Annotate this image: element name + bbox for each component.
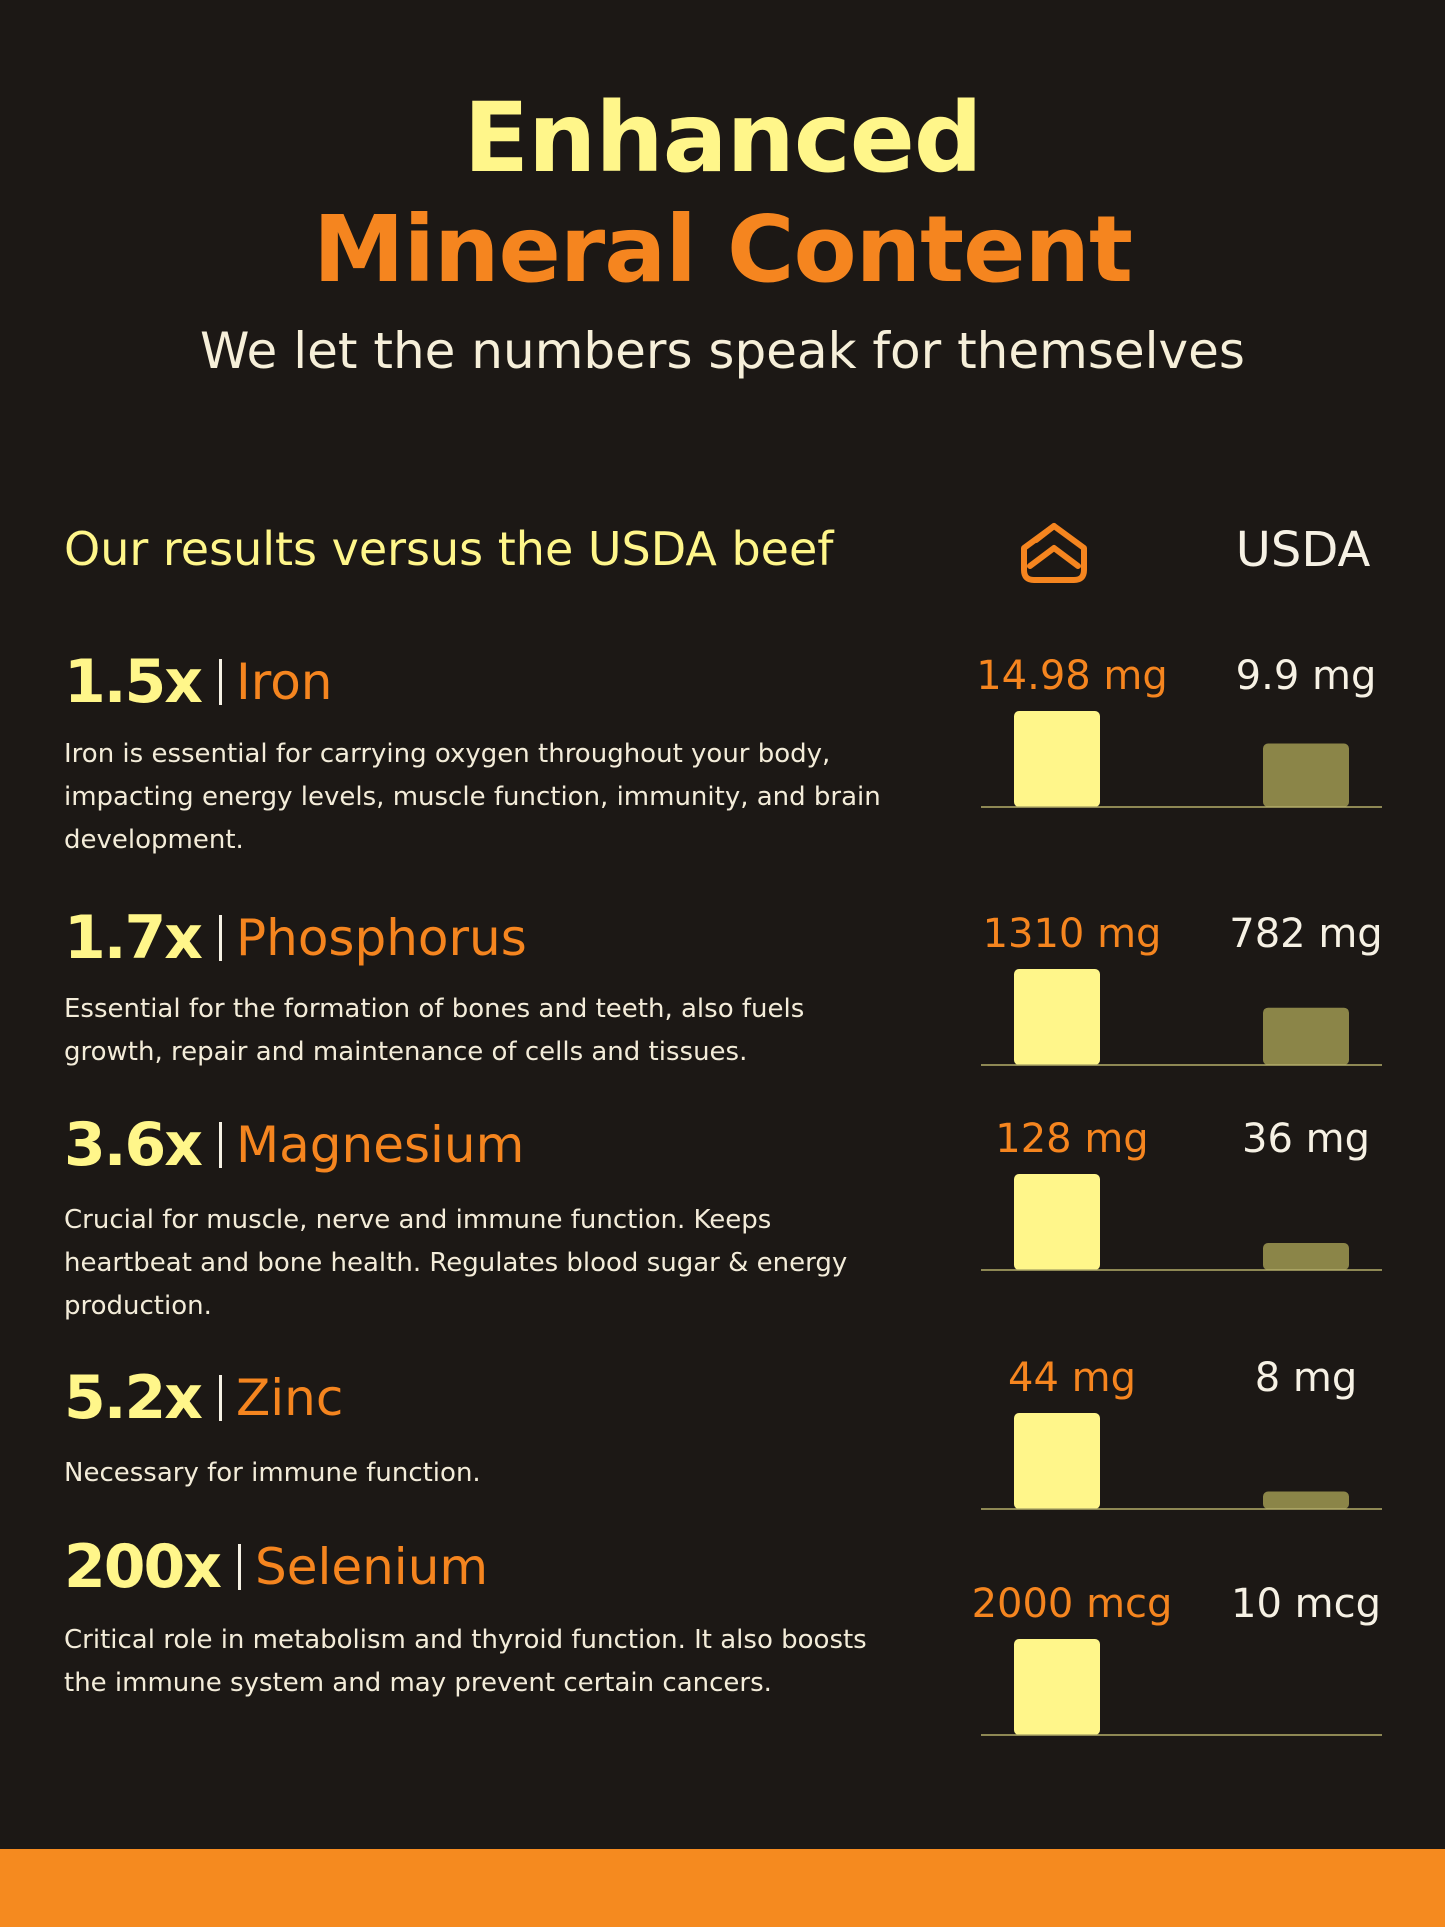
- mineral-header: 3.6x Magnesium: [64, 1110, 524, 1180]
- mineral-description: Iron is essential for carrying oxygen th…: [64, 739, 881, 855]
- value-label-usda: 782 mg: [1229, 911, 1382, 957]
- separator: [219, 1122, 222, 1168]
- mineral-name: Magnesium: [236, 1116, 525, 1174]
- separator: [219, 659, 222, 705]
- mineral-name: Zinc: [236, 1369, 344, 1427]
- value-label-usda: 8 mg: [1255, 1355, 1358, 1401]
- brand-logo: [1021, 523, 1087, 583]
- bar-usda: [1263, 1491, 1349, 1509]
- bar-ours: [1014, 969, 1100, 1065]
- value-label-ours: 128 mg: [995, 1116, 1148, 1162]
- bar-ours: [1014, 1174, 1100, 1270]
- bar-usda: [1263, 743, 1349, 807]
- mineral-header: 1.7x Phosphorus: [64, 903, 527, 973]
- mineral-header: 1.5x Iron: [64, 647, 332, 717]
- mineral-description: Necessary for immune function.: [64, 1458, 481, 1488]
- mineral-name: Iron: [236, 653, 333, 711]
- multiplier: 1.7x: [64, 903, 203, 973]
- bar-ours: [1014, 1413, 1100, 1509]
- mineral-description: Essential for the formation of bones and…: [64, 994, 805, 1067]
- mineral-header: 200x Selenium: [64, 1532, 488, 1602]
- value-label-ours: 44 mg: [1008, 1355, 1136, 1401]
- value-label-ours: 1310 mg: [983, 911, 1162, 957]
- multiplier: 5.2x: [64, 1363, 203, 1433]
- mineral-description: Critical role in metabolism and thyroid …: [64, 1625, 867, 1698]
- bar-usda: [1263, 1243, 1349, 1270]
- title: Enhanced: [463, 82, 982, 194]
- bar-ours: [1014, 711, 1100, 807]
- multiplier: 1.5x: [64, 647, 203, 717]
- mineral-header: 5.2x Zinc: [64, 1363, 343, 1433]
- column-label: USDA: [1235, 522, 1371, 578]
- title: Mineral Content: [312, 196, 1133, 303]
- value-label-ours: 14.98 mg: [976, 653, 1168, 699]
- separator: [219, 915, 222, 961]
- multiplier: 200x: [64, 1532, 222, 1602]
- mineral-description: Crucial for muscle, nerve and immune fun…: [64, 1205, 848, 1321]
- mineral-name: Phosphorus: [236, 909, 527, 967]
- value-label-usda: 10 mcg: [1231, 1581, 1381, 1627]
- subtitle: We let the numbers speak for themselves: [200, 322, 1245, 380]
- value-label-ours: 2000 mcg: [972, 1581, 1173, 1627]
- bar-usda: [1263, 1007, 1349, 1065]
- mineral-name: Selenium: [254, 1538, 489, 1596]
- separator: [219, 1375, 222, 1421]
- value-label-usda: 36 mg: [1242, 1116, 1370, 1162]
- multiplier: 3.6x: [64, 1110, 203, 1180]
- value-label-usda: 9.9 mg: [1236, 653, 1377, 699]
- bar-ours: [1014, 1639, 1100, 1735]
- footer-bar: [0, 1849, 1445, 1927]
- separator: [237, 1544, 241, 1590]
- section-heading: Our results versus the USDA beef: [64, 522, 834, 576]
